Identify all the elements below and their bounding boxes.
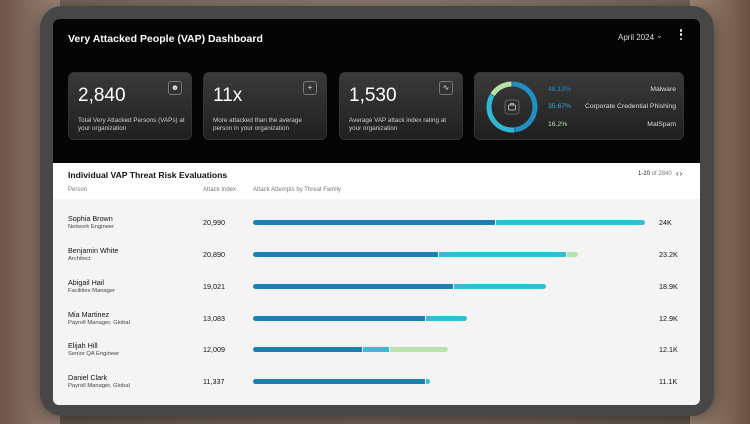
legend-pct: 48.13%	[548, 86, 572, 93]
legend-name: Malware	[650, 86, 676, 93]
attack-total: 23.2K	[659, 250, 678, 259]
threat-mix-donut	[486, 81, 538, 133]
attack-index: 12,009	[203, 345, 225, 354]
person-role: Facilities Manager	[68, 288, 116, 294]
person-name: Abigail Hail	[68, 278, 104, 287]
stat-value: 1,530	[349, 85, 397, 106]
attack-attempts-bar	[253, 284, 546, 289]
bar-segment-malware	[253, 316, 425, 321]
pagination-range: 1-20	[638, 171, 651, 177]
period-selector[interactable]: April 2024	[618, 33, 655, 42]
legend-pct: 35.67%	[548, 103, 572, 110]
legend-name: Corporate Credential Phishing	[584, 103, 676, 110]
person-role: Payroll Manager, Global	[68, 383, 130, 389]
briefcase-icon	[508, 103, 516, 111]
person-name: Sophia Brown	[68, 214, 113, 223]
bar-segment-credential-phishing	[495, 220, 646, 225]
page-title: Very Attacked People (VAP) Dashboard	[68, 33, 263, 45]
chevron-right-icon[interactable]: ›	[679, 169, 684, 178]
donut-segment-malspam	[486, 81, 538, 133]
bar-segment-malware	[253, 284, 454, 289]
pagination-arrows: ‹›	[676, 169, 683, 178]
pulse-icon[interactable]: ∿	[439, 81, 453, 95]
attack-index: 13,083	[203, 314, 225, 323]
chevron-left-icon[interactable]: ‹	[676, 169, 680, 178]
bar-segment-malspam	[389, 347, 449, 352]
bar-segment-malware	[253, 347, 363, 352]
column-header-person[interactable]: Person	[68, 187, 88, 193]
table-row[interactable]: Benjamin White Architect 20,890 23.2K	[53, 246, 700, 278]
person-role: Architect	[68, 256, 91, 262]
attack-attempts-bar	[253, 347, 449, 352]
attack-attempts-bar	[253, 220, 646, 225]
person-name: Elijah Hill	[68, 341, 98, 350]
person-icon[interactable]: ☻	[168, 81, 182, 95]
bar-segment-malware	[253, 220, 496, 225]
pagination-info: 1-20 of 2840	[638, 171, 672, 177]
attack-attempts-bar	[253, 379, 430, 384]
stat-description: Total Very Attacked Persons (VAPs) at yo…	[78, 117, 185, 132]
bar-segment-credential-phishing	[424, 379, 430, 384]
person-name: Daniel Clark	[68, 373, 108, 382]
attack-index: 20,890	[203, 250, 225, 259]
person-role: Network Engineer	[68, 224, 115, 230]
bar-segment-malware	[253, 252, 439, 257]
chevron-down-icon[interactable]: ⌄	[656, 31, 663, 40]
stat-description: Average VAP attack index rating at your …	[349, 117, 446, 132]
attack-total: 11.1K	[659, 377, 678, 386]
table-row[interactable]: Abigail Hail Facilities Manager 19,021 18.9…	[53, 278, 700, 310]
plus-icon[interactable]: +	[303, 81, 317, 95]
stat-description: More attacked than the average person in…	[213, 117, 302, 132]
attack-attempts-bar	[253, 252, 578, 257]
donut-segment-malware	[486, 81, 538, 133]
bar-segment-credential-phishing	[438, 252, 567, 257]
person-name: Benjamin White	[68, 246, 119, 255]
table-row[interactable]: Mia Martinez Payroll Manager, Global 13,08…	[53, 310, 700, 342]
dashboard-screen: Very Attacked People (VAP) Dashboard Apr…	[53, 19, 700, 405]
stat-value: 2,840	[78, 85, 126, 106]
table-header-band	[53, 163, 700, 199]
attack-total: 18.9K	[659, 282, 678, 291]
person-role: Senior QA Engineer	[68, 351, 120, 357]
attack-total: 12.1K	[659, 345, 678, 354]
dashboard-header-panel: Very Attacked People (VAP) Dashboard Apr…	[53, 19, 700, 163]
bar-segment-malspam	[566, 252, 578, 257]
legend-pct: 16.2%	[548, 121, 568, 128]
table-title: Individual VAP Threat Risk Evaluations	[68, 170, 228, 180]
table-row[interactable]: Daniel Clark Payroll Manager, Global 11,33…	[53, 373, 700, 405]
stat-card-attack-multiplier: 11x More attacked than the average perso…	[203, 72, 327, 140]
attack-index: 11,337	[203, 377, 225, 386]
stat-card-total-vaps: 2,840 Total Very Attacked Persons (VAPs)…	[68, 72, 192, 140]
person-name: Mia Martinez	[68, 310, 110, 319]
bar-segment-malware	[253, 379, 425, 384]
attack-index: 20,990	[203, 218, 225, 227]
column-header-attack-attempts[interactable]: Attack Attempts by Threat Family	[253, 187, 341, 193]
person-role: Payroll Manager, Global	[68, 320, 130, 326]
legend-name: MalSpam	[647, 121, 676, 128]
stat-value: 11x	[213, 85, 243, 106]
attack-total: 24K	[659, 218, 672, 227]
bar-segment-credential-phishing	[453, 284, 546, 289]
more-options-icon[interactable]	[678, 29, 684, 43]
table-row[interactable]: Elijah Hill Senior QA Engineer 12,009 12.1K	[53, 341, 700, 373]
attack-attempts-bar	[253, 316, 467, 321]
table-row[interactable]: Sophia Brown Network Engineer 20,990 24K	[53, 214, 700, 246]
bar-segment-credential-phishing	[362, 347, 390, 352]
stat-card-average-index: 1,530 Average VAP attack index rating at…	[339, 72, 463, 140]
column-header-attack-index[interactable]: Attack Index	[203, 187, 237, 193]
attack-index: 19,021	[203, 282, 225, 291]
bar-segment-credential-phishing	[424, 316, 467, 321]
attack-total: 12.9K	[659, 314, 678, 323]
donut-segment-credential-phishing	[486, 81, 538, 133]
threat-mix-card: 48.13% Malware 35.67% Corporate Credenti…	[474, 72, 684, 140]
pagination-total: of 2840	[651, 171, 672, 177]
